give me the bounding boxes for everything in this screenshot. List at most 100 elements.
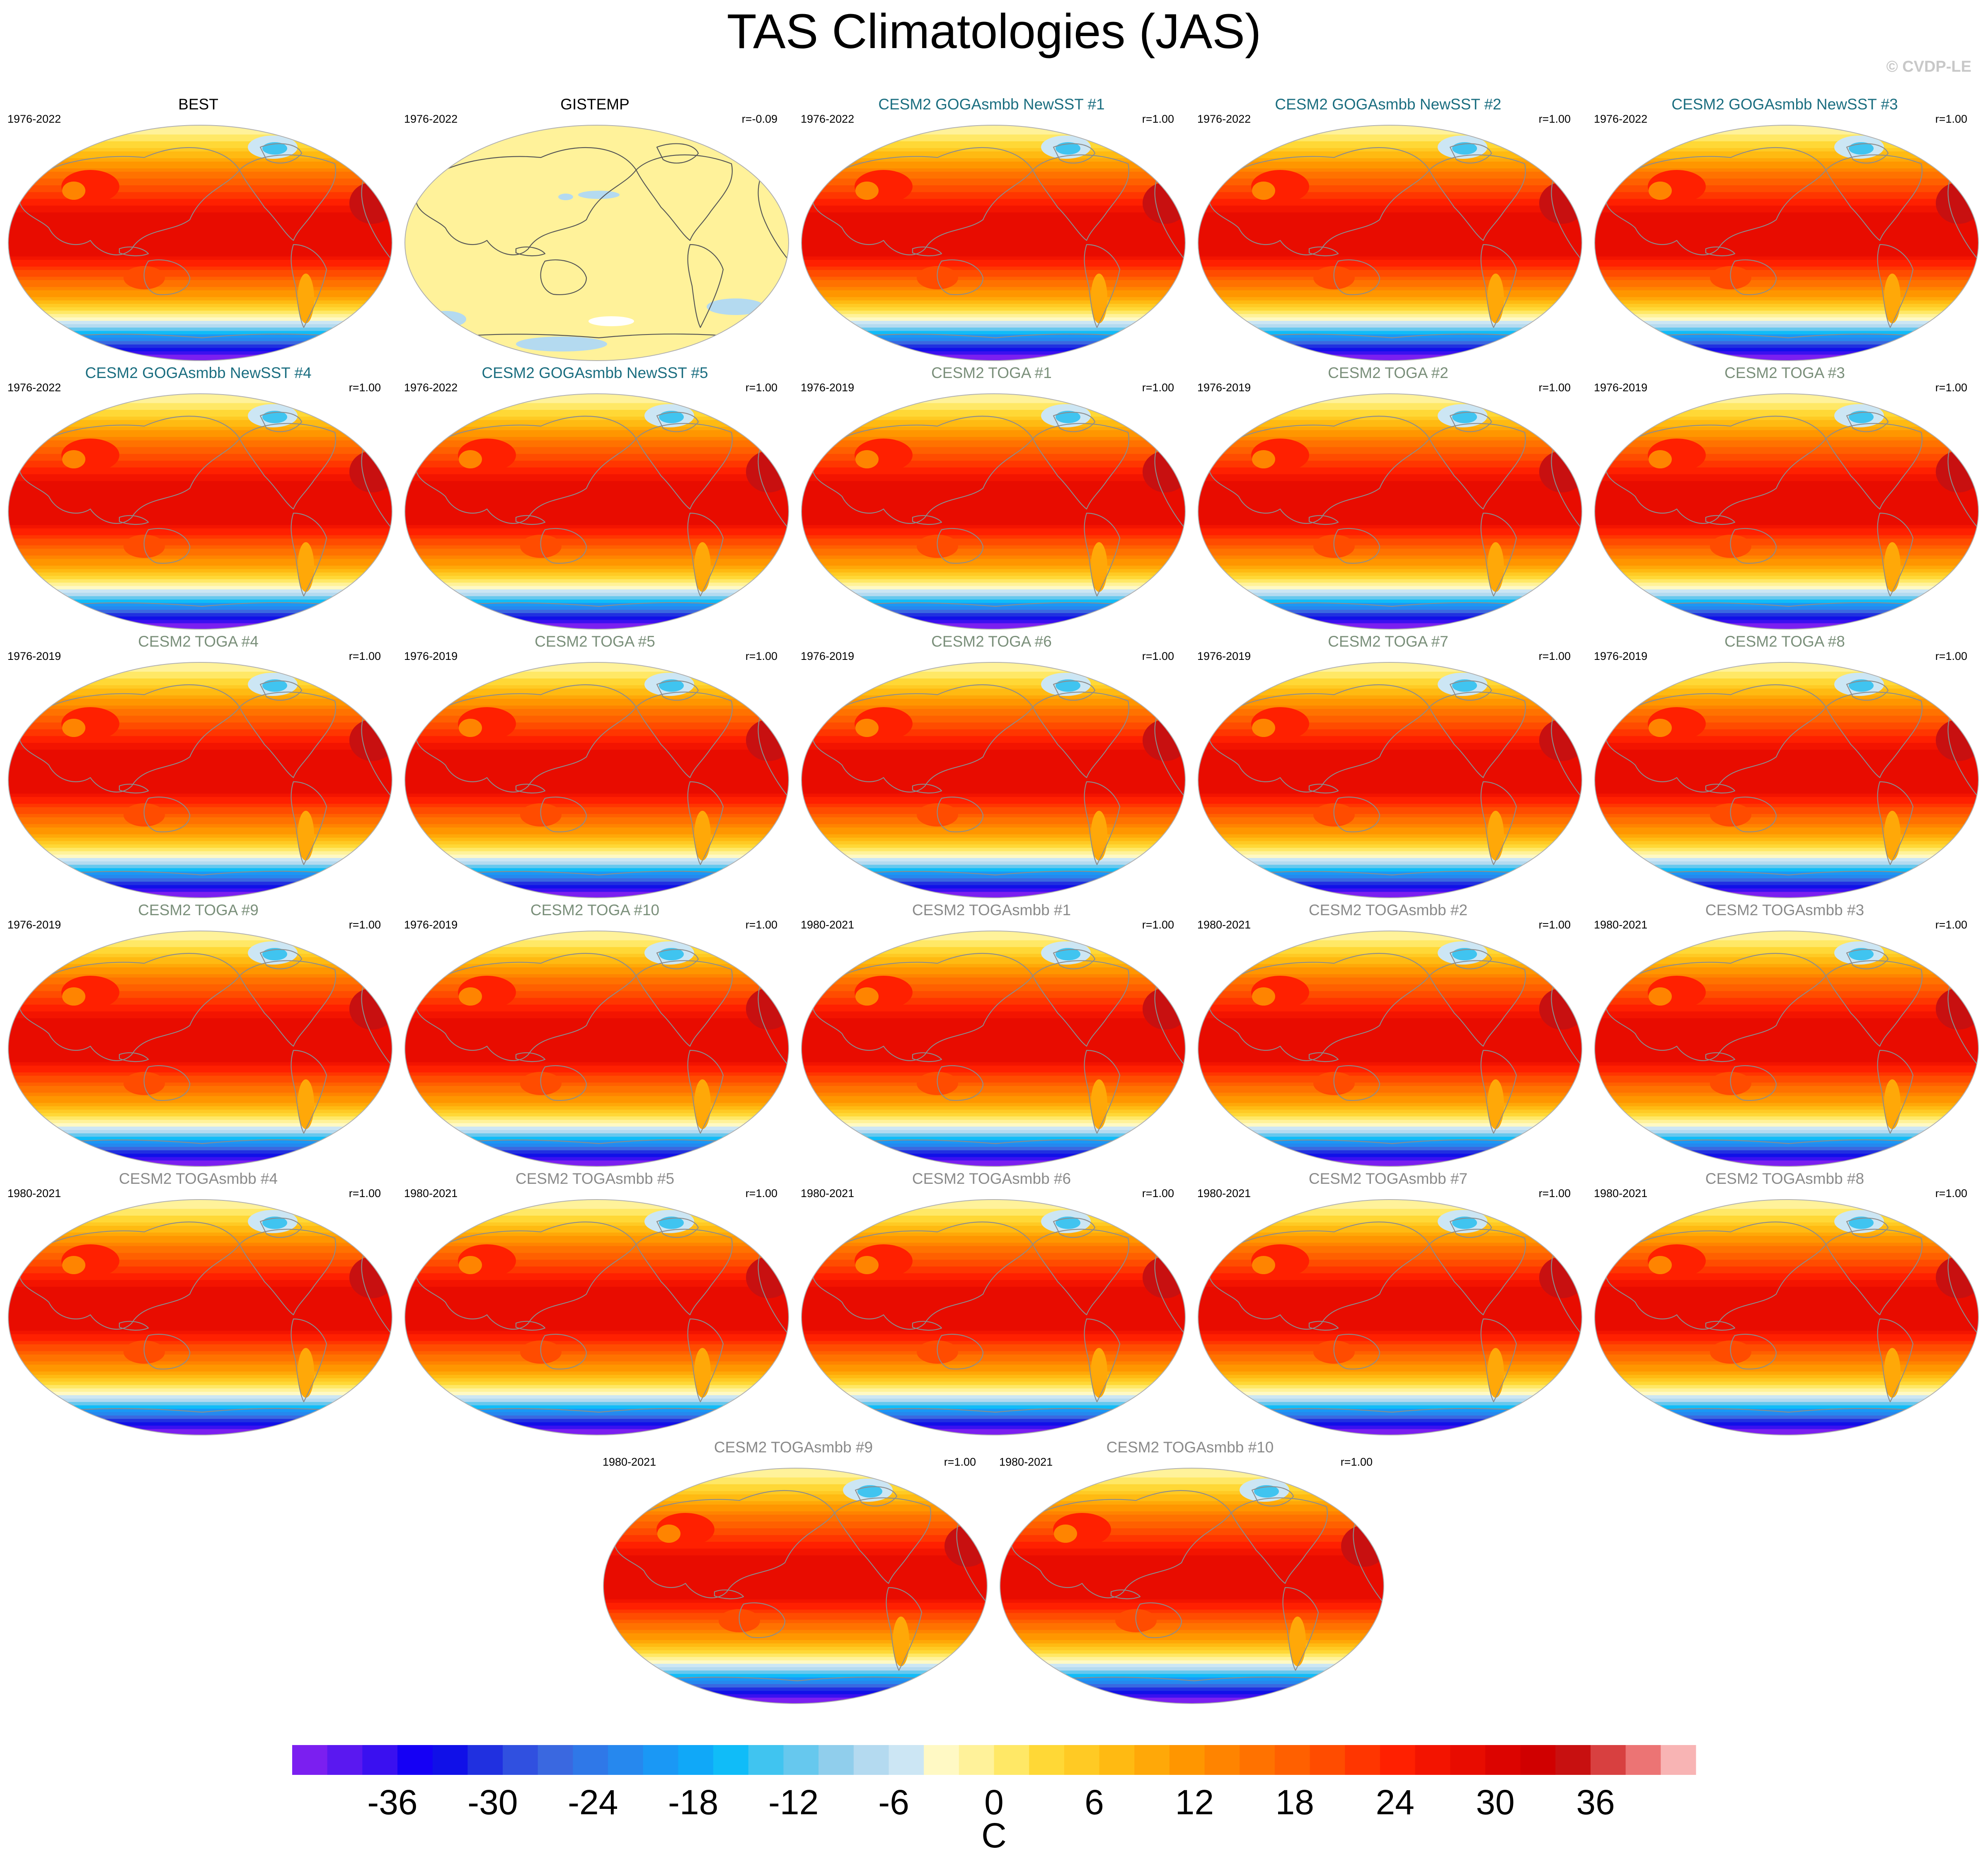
panel-correlation: r=1.00 [1935,381,1967,394]
panel-title: CESM2 TOGAsmbb #8 [1705,1170,1865,1187]
colorbar-svg: -36 -30 -24 -18 -12 -6 0 6 12 18 24 30 36 C [292,1745,1696,1855]
colorbar-swatch [467,1745,503,1775]
map-panel: BEST 1976-2022 [0,95,397,364]
colorbar-swatch [1555,1745,1591,1775]
panel-correlation: r=1.00 [1935,113,1967,125]
panel-correlation: r=1.00 [1142,1187,1174,1200]
panel-years: 1980-2021 [1197,919,1251,931]
colorbar-swatch [1029,1745,1065,1775]
panel-correlation: r=1.00 [349,650,381,662]
colorbar-swatch [994,1745,1029,1775]
panel-correlation: r=1.00 [1538,650,1571,662]
panel-correlation: r=1.00 [944,1456,976,1468]
colorbar-tick-label: -6 [878,1783,909,1822]
map-panel: CESM2 TOGAsmbb #7 1980-2021 r=1.00 [1190,1170,1586,1438]
colorbar-tick-label: 12 [1175,1783,1214,1822]
panel-correlation: r=1.00 [1538,113,1571,125]
world-map [1594,393,1979,630]
colorbar-tick-label: 0 [984,1783,1004,1822]
colorbar-swatch [1310,1745,1345,1775]
colorbar-swatch [1450,1745,1486,1775]
map-panel: CESM2 TOGAsmbb #3 1980-2021 r=1.00 [1586,901,1983,1170]
world-map [1198,393,1582,630]
panel-title: CESM2 TOGA #3 [1724,364,1845,381]
colorbar-swatch [959,1745,994,1775]
colorbar-swatch [1274,1745,1310,1775]
panel-correlation: r=-0.09 [741,113,777,125]
colorbar-swatch [573,1745,608,1775]
panel-title: GISTEMP [560,96,630,113]
panel-years: 1980-2021 [7,1187,61,1200]
colorbar-tick-label: -30 [467,1783,518,1822]
map-panel: CESM2 GOGAsmbb NewSST #3 1976-2022 r=1.00 [1586,95,1983,364]
world-map [603,1468,988,1704]
colorbar-swatch [1064,1745,1100,1775]
world-map [404,1199,789,1435]
colorbar-swatch [327,1745,363,1775]
panel-years: 1976-2019 [1594,650,1648,662]
colorbar-swatch [292,1745,328,1775]
world-map [8,1199,392,1435]
colorbar-swatch [1485,1745,1521,1775]
panel-years: 1980-2021 [404,1187,458,1200]
panel-title: CESM2 TOGA #4 [138,633,259,650]
world-map [1594,125,1979,361]
map-panel: CESM2 TOGA #1 1976-2019 r=1.00 [793,364,1190,633]
world-map [1000,1468,1384,1704]
colorbar-swatch [362,1745,398,1775]
panel-correlation: r=1.00 [1935,1187,1967,1200]
colorbar-swatch [1520,1745,1556,1775]
map-panel: CESM2 TOGA #10 1976-2019 r=1.00 [397,901,793,1170]
colorbar-swatch [1204,1745,1240,1775]
colorbar-swatch [503,1745,538,1775]
panel-title: CESM2 TOGAsmbb #5 [515,1170,675,1187]
map-panel: CESM2 TOGAsmbb #1 1980-2021 r=1.00 [793,901,1190,1170]
world-map [404,393,789,630]
panel-correlation: r=1.00 [1142,113,1174,125]
colorbar-units-label: C [981,1816,1007,1855]
panel-correlation: r=1.00 [349,1187,381,1200]
panel-correlation: r=1.00 [1935,919,1967,931]
panel-correlation: r=1.00 [349,381,381,394]
panel-correlation: r=1.00 [1538,919,1571,931]
panel-years: 1980-2021 [801,919,855,931]
panel-years: 1976-2019 [801,381,855,394]
map-panel: CESM2 TOGA #4 1976-2019 r=1.00 [0,633,397,901]
panel-correlation: r=1.00 [349,919,381,931]
panel-years: 1980-2021 [801,1187,855,1200]
colorbar-swatch [1590,1745,1626,1775]
colorbar-swatch [1099,1745,1135,1775]
colorbar-swatch [397,1745,433,1775]
colorbar-tick-label: 18 [1276,1783,1314,1822]
map-panel: CESM2 GOGAsmbb NewSST #4 1976-2022 r=1.00 [0,364,397,633]
panel-title: CESM2 TOGAsmbb #6 [912,1170,1071,1187]
panel-title: CESM2 TOGA #2 [1328,364,1448,381]
page-title: TAS Climatologies (JAS) [726,4,1262,59]
world-map [1594,931,1979,1167]
panel-years: 1980-2021 [999,1456,1053,1468]
world-map [1594,1199,1979,1435]
colorbar-tick-label: 30 [1476,1783,1514,1822]
panel-correlation: r=1.00 [745,919,777,931]
world-map [1198,125,1582,361]
map-panel: CESM2 TOGA #5 1976-2019 r=1.00 [397,633,793,901]
world-map [1198,1199,1582,1435]
world-map [8,393,392,630]
colorbar-swatch [1380,1745,1416,1775]
panel-title: CESM2 TOGAsmbb #4 [119,1170,278,1187]
world-map [8,125,392,361]
panel-years: 1980-2021 [1594,1187,1648,1200]
world-map [801,393,1186,630]
panel-title: CESM2 TOGA #6 [931,633,1052,650]
map-panel: CESM2 TOGA #8 1976-2019 r=1.00 [1586,633,1983,901]
panel-correlation: r=1.00 [745,381,777,394]
panel-years: 1976-2019 [404,650,458,662]
panel-correlation: r=1.00 [1340,1456,1373,1468]
colorbar-swatch [1345,1745,1380,1775]
colorbar-swatch [748,1745,784,1775]
panel-correlation: r=1.00 [1538,1187,1571,1200]
map-panel: CESM2 TOGAsmbb #4 1980-2021 r=1.00 [0,1170,397,1438]
world-map [404,662,789,898]
map-panel: CESM2 GOGAsmbb NewSST #2 1976-2022 r=1.00 [1190,95,1586,364]
panel-title: CESM2 TOGAsmbb #1 [912,902,1071,919]
